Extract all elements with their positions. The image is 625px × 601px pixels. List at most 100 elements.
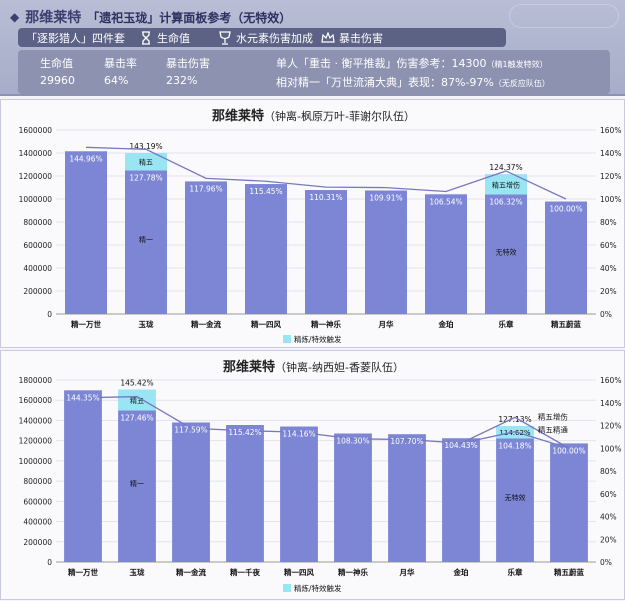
x-tick-label: 金珀	[438, 319, 454, 329]
y2-tick-label: 120%	[600, 172, 621, 181]
overlay-inner-label: 精五增伤	[492, 180, 520, 189]
bar-highlight-segment	[485, 174, 527, 195]
bar	[388, 434, 426, 562]
bar	[226, 424, 264, 562]
bar-inner-label: 精一	[130, 479, 144, 488]
bar	[172, 422, 210, 562]
diamond-icon: ◆	[10, 10, 20, 24]
overlay-inner-label: 精五	[139, 158, 153, 167]
y2-tick-label: 160%	[600, 126, 621, 135]
bar	[485, 194, 527, 314]
overlay-top-label: 143.19%	[129, 142, 162, 151]
bar-value-label: 108.30%	[336, 436, 369, 445]
percentage-line	[85, 146, 567, 200]
x-tick-label: 玉珑	[130, 567, 145, 577]
bar-value-label: 127.46%	[120, 413, 153, 422]
bar-highlight-segment	[125, 153, 167, 171]
y-tick-label: 800000	[23, 218, 52, 227]
y2-tick-label: 140%	[600, 399, 621, 408]
bar-value-label: 115.42%	[228, 428, 261, 437]
hp-value: 29960	[40, 74, 75, 87]
y-tick-label: 1200000	[19, 437, 53, 446]
chart-2-svg: 0 200000 400000 600000 800000 1000000 1200000 1…	[19, 376, 622, 593]
y-tick-label: 200000	[23, 538, 52, 547]
bar-inner-label: 无特效	[496, 247, 517, 256]
damage-reference-note: （精1触发特效）	[486, 60, 548, 69]
chart-panel-1: 那维莱特（钟离-枫原万叶-菲谢尔队伍） 0 200000 400000 600000 8…	[0, 99, 625, 348]
x-tick-label: 精一万世	[71, 319, 101, 329]
chart-2-title-name: 那维莱特	[223, 360, 276, 375]
percentage-line	[82, 395, 570, 449]
bar	[496, 438, 534, 562]
y2-tick-label: 160%	[600, 376, 621, 385]
relative-performance-line: 相对精一「万世流涌大典」表现：87%-97%（无反应队伍）	[276, 74, 550, 90]
goblet-icon	[219, 30, 231, 45]
header-panel: ◆ 那维莱特 「遗祀玉珑」计算面板参考（无特效） 「逐影猎人」四件套 生命值 水…	[0, 0, 625, 96]
bar	[125, 170, 167, 314]
x-tick-label: 月华	[399, 567, 415, 577]
x-tick-label: 精一神乐	[338, 567, 368, 577]
bar-value-label: 100.00%	[552, 446, 585, 455]
bar-value-label: 110.31%	[309, 193, 342, 202]
overlay-top-label: 145.42%	[120, 379, 153, 388]
crit-dmg-value: 232%	[166, 74, 198, 87]
y-tick-label: 1800000	[19, 376, 53, 385]
overlay-inner-label: 精五	[130, 396, 144, 405]
crit-dmg-label: 暴击伤害	[166, 57, 210, 70]
bar-value-label: 144.35%	[66, 393, 99, 402]
x-tick-label: 精一万世	[68, 567, 98, 577]
bar	[334, 433, 372, 562]
bar-value-label: 117.96%	[189, 184, 222, 193]
chart-1-title: 那维莱特（钟离-枫原万叶-菲谢尔队伍）	[1, 105, 625, 124]
y2-tick-label: 40%	[600, 264, 617, 273]
stats-panel: 生命值 29960 暴击率 64% 暴击伤害 232% 单人「重击 · 衡平推裁…	[18, 50, 610, 94]
x-tick-label: 金珀	[453, 567, 469, 577]
y-tick-label: 1600000	[19, 126, 53, 135]
x-tick-label: 乐章	[499, 319, 514, 329]
circlet-label: 暴击伤害	[339, 31, 383, 45]
damage-reference-text: 单人「重击 · 衡平推裁」伤害参考：14300	[276, 57, 487, 70]
x-tick-label: 月华	[378, 319, 394, 329]
relative-performance-text: 相对精一「万世流涌大典」表现：87%-97%	[276, 76, 494, 89]
x-tick-label: 精一金流	[191, 319, 221, 329]
damage-reference-line: 单人「重击 · 衡平推裁」伤害参考：14300（精1触发特效）	[276, 55, 548, 71]
artifact-set-label: 「逐影猎人」四件套	[26, 31, 125, 45]
y-tick-label: 800000	[23, 477, 52, 486]
y2-tick-label: 100%	[600, 444, 621, 453]
bar	[305, 190, 347, 314]
bar	[64, 390, 102, 562]
bar	[442, 438, 480, 562]
hp-label: 生命值	[40, 57, 73, 70]
y2-tick-label: 80%	[600, 218, 617, 227]
x-tick-label: 精五蔚蓝	[551, 319, 581, 329]
x-tick-label: 精一千夜	[230, 567, 260, 577]
bar-value-label: 114.16%	[282, 430, 315, 439]
x-tick-label: 精五蔚蓝	[554, 567, 584, 577]
artifact-set-tag: 「逐影猎人」四件套	[26, 30, 125, 46]
y2-tick-label: 0%	[600, 310, 612, 319]
y-tick-label: 1600000	[19, 396, 53, 405]
relative-performance-note: （无反应队伍）	[493, 79, 550, 88]
x-tick-label: 精一四风	[251, 319, 281, 329]
bar	[545, 201, 587, 314]
y-tick-label: 400000	[23, 264, 52, 273]
x-tick-label: 精一神乐	[311, 319, 341, 329]
bar	[245, 184, 287, 314]
y2-tick-label: 40%	[600, 513, 617, 522]
goblet-tag: 水元素伤害加成	[218, 30, 313, 46]
bar-value-label: 106.32%	[489, 198, 522, 207]
y-tick-label: 1400000	[19, 149, 53, 158]
y-tick-label: 600000	[23, 241, 52, 250]
y-tick-label: 1000000	[19, 457, 53, 466]
circlet-tag: 暴击伤害	[321, 30, 383, 46]
bar	[65, 151, 107, 314]
x-tick-label: 精一四风	[284, 567, 314, 577]
overlay-top-label: 127.13%	[498, 415, 531, 424]
artifact-tag-bar: 「逐影猎人」四件套 生命值 水元素伤害加成 暴击伤害	[18, 28, 506, 47]
crown-icon	[321, 30, 335, 43]
sands-label: 生命值	[157, 31, 190, 45]
bar-inner-label: 精一	[139, 235, 153, 244]
chart-2-subtitle: （钟离-纳西妲-香菱队伍）	[275, 361, 404, 374]
crit-rate-value: 64%	[104, 74, 129, 87]
bar-value-label: 104.18%	[498, 441, 531, 450]
